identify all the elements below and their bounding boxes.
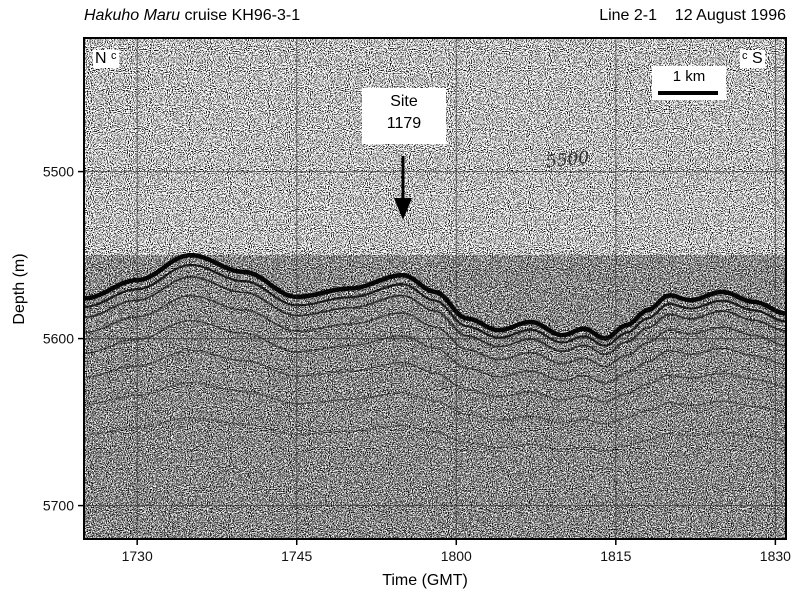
vessel-name: Hakuho Maru — [84, 7, 181, 24]
reflector-5 — [84, 349, 786, 403]
reflector-7 — [84, 416, 786, 452]
x-tick-label-3: 1815 — [600, 548, 631, 564]
site-label-line2: 1179 — [386, 115, 422, 132]
scale-bar-label: 1 km — [672, 68, 706, 85]
site-arrow — [394, 156, 412, 220]
cruise-title: Hakuho Maru cruise KH96-3-1 — [84, 7, 300, 25]
y-tick-label-1: 5600 — [43, 331, 74, 347]
north-label: N c — [93, 50, 119, 68]
reflector-0 — [84, 252, 786, 341]
x-tick-label-0: 1730 — [122, 548, 153, 564]
sub-bottom-reflectors — [84, 252, 786, 452]
scale-bar-line — [658, 91, 718, 95]
y-axis: 5500 5600 5700 — [43, 164, 84, 514]
reflector-4 — [84, 319, 786, 384]
north-c-mark: c — [111, 50, 117, 62]
plot-frame — [83, 37, 787, 540]
x-axis: 1730 1745 1800 1815 1830 — [122, 539, 791, 564]
north-letter: N — [95, 50, 107, 67]
site-label: Site 1179 — [362, 88, 446, 144]
cruise-id: cruise KH96-3-1 — [180, 7, 301, 24]
reflector-6 — [84, 382, 786, 426]
reflector-1 — [84, 263, 786, 348]
south-c-mark: c — [742, 50, 748, 62]
x-tick-label-1: 1745 — [281, 548, 312, 564]
reflector-2 — [84, 275, 786, 356]
grid-lines — [84, 38, 786, 539]
south-label: c S — [740, 50, 765, 68]
scale-bar: 1 km — [652, 66, 726, 100]
line-date: Line 2-1 12 August 1996 — [599, 7, 786, 24]
sediment-fill — [84, 255, 786, 539]
x-tick-label-4: 1830 — [760, 548, 791, 564]
y-axis-title: Depth (m) — [11, 253, 28, 324]
x-axis-title: Time (GMT) — [382, 572, 468, 589]
y-tick-label-2: 5700 — [43, 498, 74, 514]
south-letter: S — [751, 50, 763, 67]
reflector-3 — [84, 294, 786, 368]
x-tick-label-2: 1800 — [441, 548, 472, 564]
site-label-line1: Site — [390, 93, 418, 110]
y-tick-label-0: 5500 — [43, 164, 74, 180]
